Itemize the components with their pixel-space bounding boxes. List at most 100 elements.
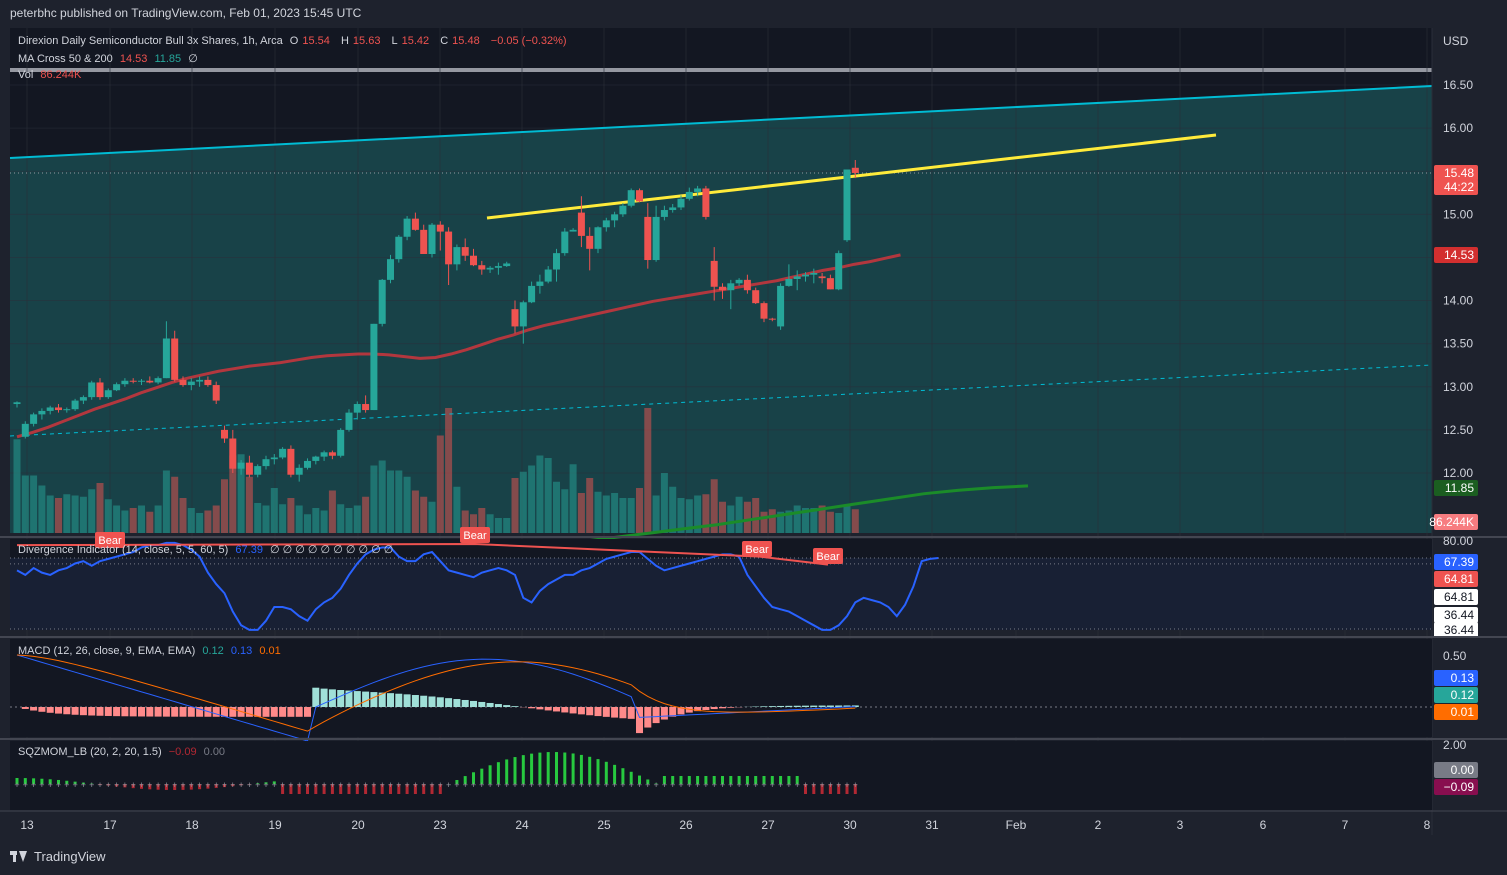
candle-body xyxy=(660,210,668,217)
candle-body xyxy=(187,381,195,386)
sqz-cross-marker: + xyxy=(703,780,708,790)
macd-histogram-bar xyxy=(345,690,353,707)
volume-bar xyxy=(727,505,735,533)
candle-body xyxy=(743,279,751,291)
candle-body xyxy=(146,380,154,383)
candle-body xyxy=(536,281,544,286)
ma-legend: MA Cross 50 & 200 14.53 11.85 ∅ xyxy=(18,52,202,65)
sqz-cross-marker: + xyxy=(39,780,44,790)
sqz-cross-marker: + xyxy=(64,780,69,790)
macd-histogram-bar xyxy=(179,707,187,717)
div-badge-2: 64.81 xyxy=(1444,572,1474,586)
volume-bar xyxy=(154,505,162,533)
volume-bar xyxy=(138,505,145,533)
sqz-cross-marker: + xyxy=(396,780,401,790)
volume-bar xyxy=(245,476,253,533)
volume-bar xyxy=(719,501,726,533)
sqz-histogram-bar xyxy=(306,784,309,794)
sqz-histogram-bar xyxy=(696,776,700,784)
candle-body xyxy=(13,402,21,405)
sqz-histogram-bar xyxy=(430,784,434,794)
macd-histogram-bar xyxy=(113,707,121,717)
sqz-badge-1: 0.00 xyxy=(1451,763,1475,777)
macd-histogram-bar xyxy=(494,704,502,707)
candle-body xyxy=(262,459,270,467)
sqz-cross-marker: + xyxy=(238,780,243,790)
volume-bar xyxy=(519,471,527,533)
macd-histogram-bar xyxy=(411,695,419,707)
macd-histogram-bar xyxy=(594,707,602,717)
time-tick-label: 3 xyxy=(1177,818,1184,832)
div-legend-tail: ∅ ∅ ∅ ∅ ∅ ∅ ∅ ∅ ∅ ∅ xyxy=(270,544,394,556)
ohlc-high: H 15.63 xyxy=(340,35,381,47)
sqz-cross-marker: + xyxy=(795,780,800,790)
volume-bar xyxy=(802,508,809,533)
candle-body xyxy=(196,379,204,382)
sqz-histogram-bar xyxy=(297,784,301,794)
sqz-histogram-bar xyxy=(156,784,160,790)
candle-body xyxy=(55,407,62,411)
candle-body xyxy=(88,382,96,398)
volume-bar xyxy=(395,470,403,533)
sqz-histogram-bar xyxy=(256,783,260,784)
volume-bar xyxy=(494,518,502,533)
div-legend-value: 67.39 xyxy=(235,544,263,556)
macd-histogram-bar xyxy=(669,707,677,717)
sqz-histogram-bar xyxy=(98,784,102,785)
volume-bar xyxy=(445,408,453,533)
sqz-cross-marker: + xyxy=(355,780,360,790)
sqz-histogram-bar xyxy=(322,784,326,794)
candle-body xyxy=(528,285,536,303)
sqz-cross-marker: + xyxy=(579,780,584,790)
candle-body xyxy=(403,218,411,237)
tradingview-logo-icon xyxy=(10,851,28,862)
sqz-cross-marker: + xyxy=(604,780,609,790)
sqz-cross-marker: + xyxy=(305,780,310,790)
bear-label: Bear xyxy=(463,530,487,542)
sqz-value2: 0.00 xyxy=(203,746,226,758)
candle-body xyxy=(636,190,643,202)
macd-histogram-bar xyxy=(719,707,726,709)
tradingview-brand[interactable]: TradingView xyxy=(10,849,106,864)
time-tick-label: 25 xyxy=(597,818,611,832)
sqz-cross-marker: + xyxy=(338,780,343,790)
sqz-cross-marker: + xyxy=(695,780,700,790)
candle-body xyxy=(204,379,212,386)
volume-bar xyxy=(486,514,494,533)
sqz-histogram-bar xyxy=(455,780,459,784)
candle-body xyxy=(328,452,336,456)
sqz-cross-marker: + xyxy=(712,780,717,790)
candle-body xyxy=(46,407,54,411)
sqz-histogram-bar xyxy=(40,778,44,784)
sqz-cross-marker: + xyxy=(297,780,302,790)
sqz-cross-marker: + xyxy=(164,780,169,790)
volume-bar xyxy=(835,513,843,533)
volume-bar xyxy=(553,481,560,533)
div-legend-name: Divergence Indicator (14, close, 5, 5, 6… xyxy=(18,544,229,556)
bear-label-bg xyxy=(742,541,772,557)
volume-bar xyxy=(528,465,536,533)
ohlc-low: L 15.42 xyxy=(391,35,430,47)
macd-histogram-bar xyxy=(586,707,594,716)
sqz-histogram-bar xyxy=(579,754,583,784)
macd-histogram-bar xyxy=(162,707,170,717)
macd-histogram-bar xyxy=(304,707,311,717)
macd-histogram-bar xyxy=(702,707,710,710)
macd-histogram-bar xyxy=(760,706,768,707)
sqz-histogram-bar xyxy=(115,784,119,787)
bear-label-bg xyxy=(813,548,843,564)
candle-body xyxy=(519,302,527,327)
volume-bar xyxy=(312,508,320,533)
macd-histogram-bar xyxy=(270,707,278,717)
sqz-cross-marker: + xyxy=(363,780,368,790)
volume-bar xyxy=(328,490,336,533)
sqz-cross-marker: + xyxy=(562,780,567,790)
sqz-cross-marker: + xyxy=(230,780,235,790)
macd-histogram-bar xyxy=(478,701,486,707)
macd-histogram-bar xyxy=(138,707,145,717)
sqz-cross-marker: + xyxy=(595,780,600,790)
candle-body xyxy=(685,191,693,199)
sqz-cross-marker: + xyxy=(670,780,675,790)
sqz-histogram-bar xyxy=(812,784,816,794)
